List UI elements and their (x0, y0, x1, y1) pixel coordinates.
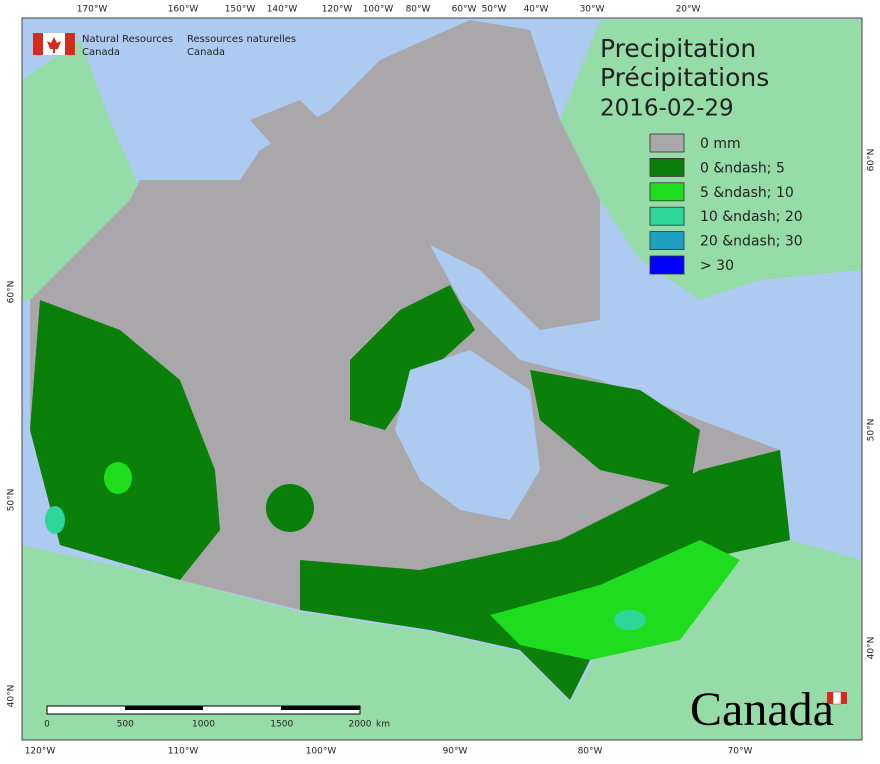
graticule-label: 80°W (578, 747, 603, 757)
precip-zone (30, 300, 220, 580)
legend-swatch (649, 255, 685, 275)
legend-swatch (649, 182, 685, 202)
usa (22, 540, 862, 740)
graticule-label: 120°W (25, 747, 56, 757)
precip-zone (300, 450, 790, 700)
wordmark-flag (832, 691, 842, 705)
graticule-label: 40°N (867, 637, 877, 660)
greenland (560, 20, 862, 300)
precip-zone (350, 285, 475, 430)
graticule-label: 40°N (7, 685, 17, 708)
title: Precipitation (600, 34, 756, 63)
graticule-label: 70°W (728, 747, 753, 757)
scale-label: 1500 (270, 720, 293, 730)
wordmark-flag (827, 692, 833, 704)
precip-zone (490, 540, 740, 660)
graticule-label: 20°W (676, 5, 701, 15)
graticule-label: 110°W (168, 747, 199, 757)
wordmark: Canada (690, 683, 834, 736)
graticule-label: 140°W (267, 5, 298, 15)
graticule-label: 50°W (482, 5, 507, 15)
header: Natural Resources Canada Ressources natu… (33, 33, 296, 58)
legend-swatch (649, 157, 685, 177)
precip-zone (45, 506, 65, 534)
org-name: Canada (187, 47, 225, 58)
map-frame (21, 17, 863, 741)
org-name: Canada (82, 47, 120, 58)
graticule-label: 30°W (580, 5, 605, 15)
graticule-label: 100°W (363, 5, 394, 15)
scale-bar (125, 706, 203, 710)
legend-label: 5 &ndash; 10 (700, 185, 794, 201)
legend-swatch (649, 133, 685, 153)
flag (65, 33, 75, 55)
graticule-label: 80°W (406, 5, 431, 15)
graticule-label: 150°W (225, 5, 256, 15)
scale-bar (281, 706, 360, 710)
scale-label: 500 (117, 720, 134, 730)
graticule-label: 170°W (77, 5, 108, 15)
legend-swatch (649, 206, 685, 226)
graticule-label: 60°N (867, 149, 877, 172)
precip-zone (266, 484, 314, 532)
hudson-bay (395, 350, 540, 520)
alaska (22, 40, 140, 300)
graticule-label: 50°N (867, 419, 877, 442)
arctic-islands (250, 100, 340, 165)
precip-zone (104, 462, 132, 494)
scale-unit: km (376, 720, 390, 730)
arctic-islands (230, 20, 600, 330)
flag (33, 33, 43, 55)
scale-label: 0 (44, 720, 50, 730)
legend-label: 0 &ndash; 5 (700, 160, 785, 176)
scale-label: 2000 (349, 720, 372, 730)
precip-zone (530, 370, 700, 490)
org-name: Ressources naturelles (187, 34, 296, 45)
graticule-label: 60°N (7, 281, 17, 304)
graticule-label: 120°W (322, 5, 353, 15)
legend-label: 20 &ndash; 30 (700, 234, 803, 250)
precip-zone (614, 610, 646, 630)
org-name: Natural Resources (82, 34, 173, 45)
legend-label: 0 mm (700, 136, 741, 152)
title: Précipitations (600, 63, 769, 92)
legend-swatch (649, 231, 685, 251)
graticule-label: 90°W (443, 747, 468, 757)
wordmark-flag (841, 692, 847, 704)
date: 2016-02-29 (600, 96, 734, 122)
graticule-label: 160°W (168, 5, 199, 15)
scale-label: 1000 (192, 720, 215, 730)
legend-label: 10 &ndash; 20 (700, 209, 803, 225)
graticule-label: 60°W (452, 5, 477, 15)
legend-label: > 30 (700, 258, 734, 274)
graticule-label: 40°W (524, 5, 549, 15)
flag (47, 37, 61, 53)
graticule-label: 100°W (306, 747, 337, 757)
graticule-label: 50°N (7, 489, 17, 512)
